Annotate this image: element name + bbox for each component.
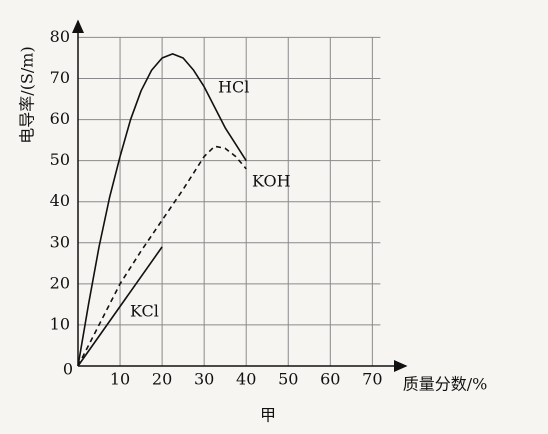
series-line xyxy=(77,145,247,367)
y-tick-label: 50 xyxy=(50,150,70,169)
y-tick-label: 30 xyxy=(50,232,70,251)
x-tick-label: 20 xyxy=(152,370,172,389)
x-tick-label: 50 xyxy=(278,370,298,389)
y-tick-label: 40 xyxy=(50,191,70,210)
y-tick-label: 20 xyxy=(50,273,70,292)
y-tick-label: 70 xyxy=(50,68,70,87)
series-label: HCl xyxy=(218,78,249,97)
series-label: KOH xyxy=(252,172,291,191)
x-tick-label: 40 xyxy=(236,370,256,389)
origin-label: 0 xyxy=(63,360,73,379)
y-tick-label: 10 xyxy=(50,314,70,333)
y-tick-label: 60 xyxy=(50,109,70,128)
x-tick-label: 70 xyxy=(362,370,382,389)
series-label: KCl xyxy=(130,302,159,321)
series-line xyxy=(77,53,247,367)
x-tick-label: 30 xyxy=(194,370,214,389)
caption: 甲 xyxy=(260,406,276,425)
series-line xyxy=(77,246,163,367)
y-tick-label: 80 xyxy=(50,27,70,46)
x-tick-label: 60 xyxy=(320,370,340,389)
x-tick-label: 10 xyxy=(110,370,130,389)
y-axis-label: 电导率/(S/m) xyxy=(18,46,37,143)
x-axis-label: 质量分数/% xyxy=(403,375,488,394)
